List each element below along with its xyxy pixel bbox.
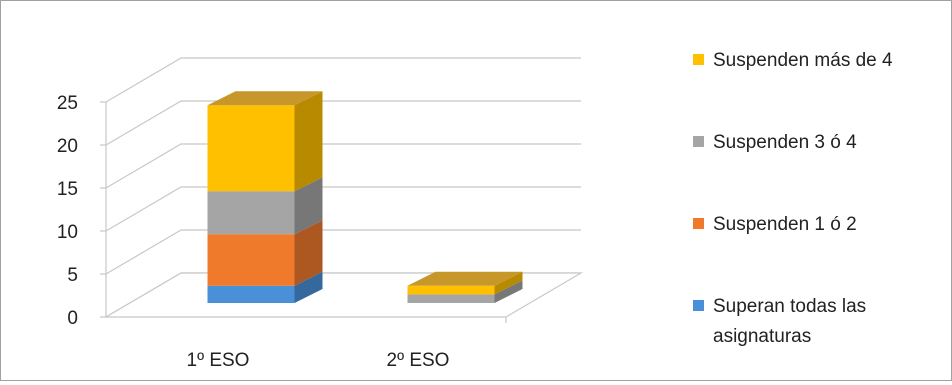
bar-front: [207, 285, 295, 303]
y-tick-label: 25: [57, 93, 78, 114]
bar-front: [407, 294, 495, 303]
bar-layer: [207, 91, 523, 303]
bar-top: [407, 271, 523, 286]
bar-side: [294, 271, 323, 303]
x-tick-label: 2º ESO: [387, 350, 450, 371]
y-tick-label: 20: [57, 136, 78, 157]
gridline: [105, 143, 581, 189]
legend-item: Suspenden más de 4: [693, 50, 893, 71]
bar-front: [207, 191, 295, 235]
bar-segment: [207, 220, 323, 286]
y-tick-label: 15: [57, 179, 78, 200]
bar-side: [494, 280, 523, 303]
y-tick-label: 5: [67, 265, 78, 286]
bar-side: [294, 220, 323, 286]
bar-front: [407, 285, 495, 295]
bar-segment: [207, 91, 323, 192]
bar-front: [207, 105, 295, 192]
bar-front: [207, 234, 295, 286]
legend-label: Suspenden más de 4: [713, 50, 893, 71]
bar-segment: [207, 177, 323, 235]
legend-item: Superan todas las asignaturas: [693, 296, 866, 347]
x-tick-label: 1º ESO: [187, 350, 250, 371]
legend-swatch: [693, 54, 704, 65]
bar-segment: [407, 271, 523, 295]
y-tick-label: 10: [57, 222, 78, 243]
bar-segment: [207, 271, 323, 303]
legend-item: Suspenden 1 ó 2: [693, 214, 857, 235]
legend-label: Superan todas las: [713, 296, 866, 317]
bar-side: [294, 91, 323, 192]
bar-top: [207, 91, 323, 106]
axis-layer: 0 5 10 15 20 25 1º ESO 2º ESO: [57, 93, 507, 371]
y-tick-label: 0: [67, 308, 78, 329]
gridline: [105, 186, 581, 232]
legend: Suspenden más de 4 Suspenden 3 ó 4 Suspend…: [693, 50, 893, 347]
legend-swatch: [693, 136, 704, 147]
legend-label: Suspenden 1 ó 2: [713, 214, 857, 235]
gridline: [105, 57, 581, 103]
gridline: [105, 229, 581, 275]
bar-segment: [407, 280, 523, 303]
bar-side: [294, 177, 323, 235]
legend-swatch: [693, 300, 704, 311]
legend-label: asignaturas: [713, 326, 811, 347]
gridline: [105, 100, 581, 146]
legend-label: Suspenden 3 ó 4: [713, 132, 857, 153]
bar-side: [494, 271, 523, 295]
legend-item: Suspenden 3 ó 4: [693, 132, 857, 153]
legend-swatch: [693, 218, 704, 229]
